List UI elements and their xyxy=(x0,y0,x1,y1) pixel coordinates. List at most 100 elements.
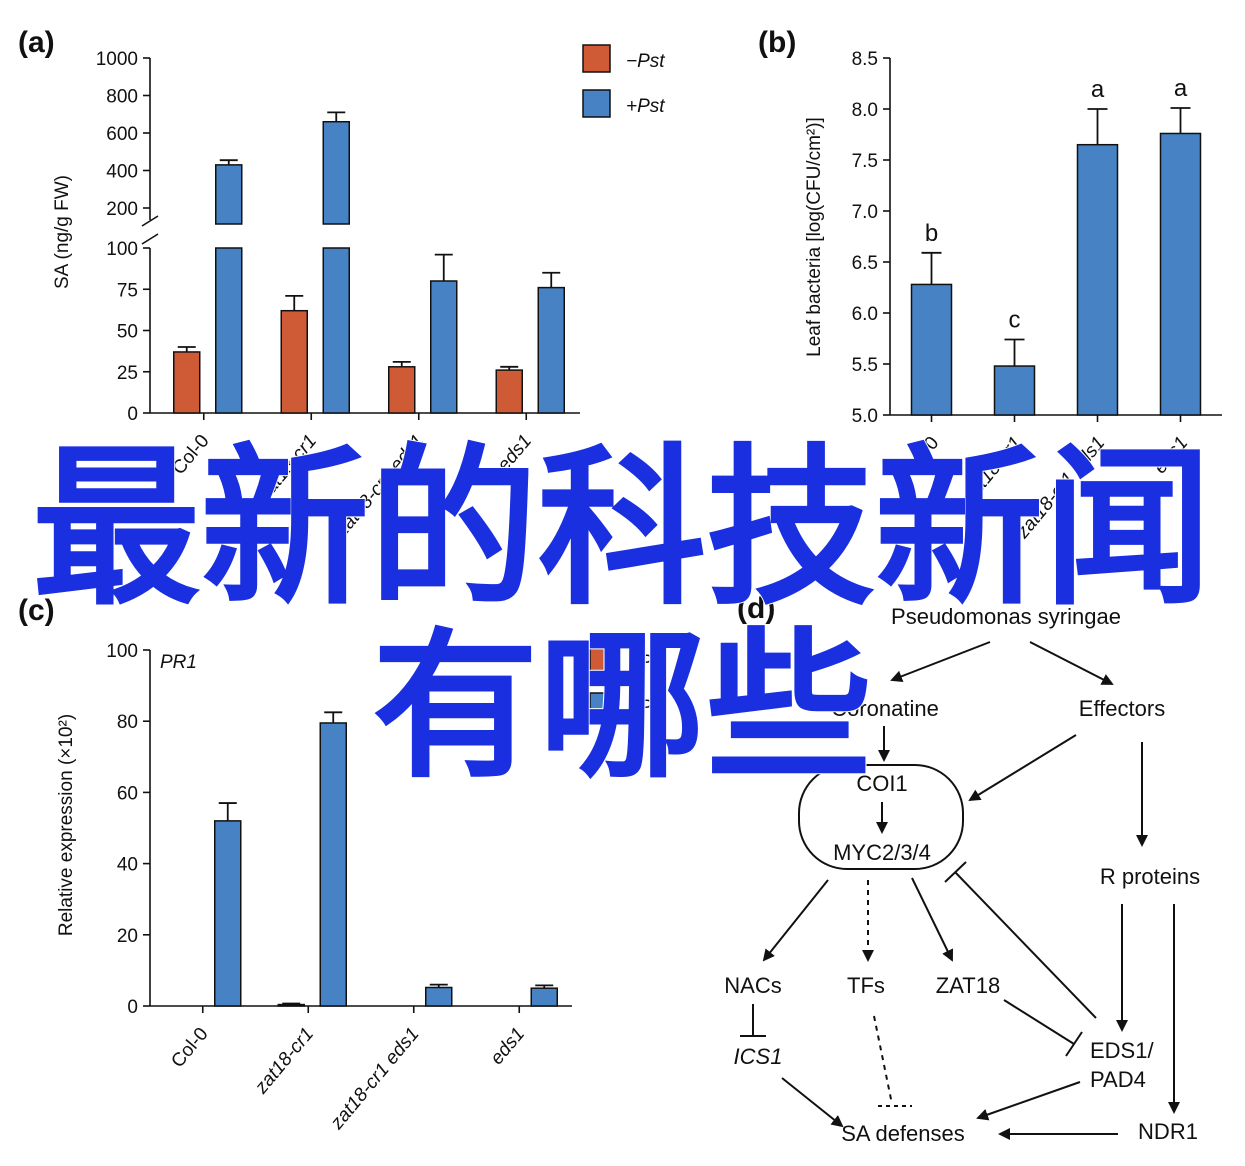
node-ics1: ICS1 xyxy=(734,1044,783,1069)
legend-c-plus-label: +Pst xyxy=(628,697,667,718)
panel-c-ylabel: Relative expression (×10²) xyxy=(56,714,77,936)
c-bar xyxy=(425,986,453,1007)
edge-tfs-sa xyxy=(873,1015,893,1105)
a-axis-break-2 xyxy=(141,233,159,245)
legend-c-plus-swatch xyxy=(589,692,615,718)
edge-effectors-complex xyxy=(968,734,1077,802)
legend-minus-swatch xyxy=(582,44,611,73)
c-ytick-label: 60 xyxy=(117,783,138,804)
edge-pst-effectors xyxy=(1029,641,1114,685)
edge-zat18-eds1 xyxy=(1003,999,1075,1045)
banner-overlay: 最新的科技新闻 有哪些 xyxy=(31,427,1213,801)
a-ytick-label: 50 xyxy=(117,322,138,343)
c-bar xyxy=(319,722,347,1007)
edge-pst-coronatine xyxy=(890,641,991,682)
panel-d-diagram: (d) Pseudomonas syringae Coronatine Effe… xyxy=(724,592,1200,1146)
b-significance-letter: a xyxy=(1091,76,1105,103)
a-ytick-label: 200 xyxy=(106,199,138,220)
a-ytick-label: 400 xyxy=(106,162,138,183)
b-significance-letter: c xyxy=(1009,307,1021,334)
a-bar xyxy=(280,309,308,414)
b-ytick-label: 6.0 xyxy=(852,304,878,325)
panel-d-letter: (d) xyxy=(737,592,775,625)
coi1-myc-complex xyxy=(798,764,964,870)
a-ytick-label: 800 xyxy=(106,87,138,108)
panel-b-ylabel: Leaf bacteria [log(CFU/cm²)] xyxy=(804,117,825,357)
c-ytick-label: 40 xyxy=(117,855,138,876)
panel-c-title: PR1 xyxy=(160,652,197,673)
edge-ics1-sa xyxy=(781,1077,844,1128)
edge-eds1-sa xyxy=(976,1081,1081,1121)
c-bar xyxy=(530,987,558,1007)
node-pad4: PAD4 xyxy=(1090,1067,1146,1092)
b-bar xyxy=(910,283,953,416)
b-significance-letter: b xyxy=(925,220,938,247)
b-ytick-label: 5.0 xyxy=(852,406,878,427)
node-pseudomonas: Pseudomonas syringae xyxy=(891,604,1121,629)
c-xtick-label: zat18-cr1 xyxy=(250,1024,318,1099)
panel-c: (c) PR1 Relative expression (×10²) 0 20 40… xyxy=(18,594,667,1134)
panel-b-letter: (b) xyxy=(758,26,796,59)
b-ytick-label: 8.0 xyxy=(852,100,878,121)
node-r-proteins: R proteins xyxy=(1100,864,1200,889)
c-ytick-label: 0 xyxy=(127,997,138,1018)
c-bar xyxy=(214,820,242,1007)
a-bar xyxy=(322,247,350,414)
b-significance-letter: a xyxy=(1174,75,1188,102)
c-ytick-label: 20 xyxy=(117,926,138,947)
legend-c-minus-swatch xyxy=(589,647,615,673)
legend-plus-swatch xyxy=(582,89,611,118)
a-bar xyxy=(173,351,201,414)
node-sa-defenses: SA defenses xyxy=(841,1121,965,1146)
node-coi1: COI1 xyxy=(856,771,907,796)
banner-line-2: 有哪些 xyxy=(372,613,872,800)
a-ytick-label: 75 xyxy=(117,280,138,301)
a-bar-upper xyxy=(215,164,243,225)
a-bar xyxy=(495,369,523,414)
node-effectors: Effectors xyxy=(1079,696,1165,721)
legend-plus-label: +Pst xyxy=(626,96,665,117)
c-bar xyxy=(277,1003,305,1007)
b-ytick-label: 6.5 xyxy=(852,253,878,274)
b-ytick-label: 8.5 xyxy=(852,49,878,70)
node-ndr1: NDR1 xyxy=(1138,1119,1198,1144)
node-tfs: TFs xyxy=(847,973,885,998)
a-bar xyxy=(388,366,416,414)
c-ytick-label: 80 xyxy=(117,712,138,733)
a-bar xyxy=(430,280,458,414)
a-ytick-label: 1000 xyxy=(96,49,138,70)
b-ytick-label: 5.5 xyxy=(852,355,878,376)
a-ytick-label: 25 xyxy=(117,363,138,384)
b-ytick-label: 7.0 xyxy=(852,202,878,223)
c-xtick-label: eds1 xyxy=(487,1024,530,1069)
edge-zat18-eds1-bar xyxy=(1065,1031,1083,1057)
c-ytick-label: 100 xyxy=(106,641,138,662)
a-axis-break-1 xyxy=(141,215,159,227)
a-bar-upper xyxy=(322,121,350,225)
banner-line-1: 最新的科技新闻 xyxy=(32,428,1212,629)
panel-a-letter: (a) xyxy=(18,26,55,59)
a-bar xyxy=(215,247,243,414)
node-nacs: NACs xyxy=(724,973,781,998)
b-ytick-label: 7.5 xyxy=(852,151,878,172)
node-eds1: EDS1/ xyxy=(1090,1038,1154,1063)
c-xtick-label: zat18-cr1 eds1 xyxy=(326,1024,424,1135)
panel-a-ylabel: SA (ng/g FW) xyxy=(52,175,73,289)
a-ytick-label: 100 xyxy=(106,239,138,260)
edge-myc-zat18 xyxy=(911,877,954,962)
b-bar xyxy=(993,365,1036,416)
panel-c-letter: (c) xyxy=(18,594,55,627)
b-bar xyxy=(1076,143,1119,416)
edge-eds1-inhibits-myc-bar xyxy=(944,861,967,883)
node-myc: MYC2/3/4 xyxy=(833,840,931,865)
node-zat18: ZAT18 xyxy=(936,973,1000,998)
legend-minus-label: −Pst xyxy=(626,51,665,72)
b-bar xyxy=(1159,132,1202,416)
panel-b: (b) Leaf bacteria [log(CFU/cm²)] 5.0 5.5 6… xyxy=(758,26,1222,543)
edge-myc-nacs xyxy=(762,879,829,962)
node-coronatine: Coronatine xyxy=(831,696,939,721)
edge-eds1-inhibits-myc xyxy=(954,871,1097,1019)
a-ytick-label: 600 xyxy=(106,124,138,145)
a-ytick-label: 0 xyxy=(127,404,138,425)
